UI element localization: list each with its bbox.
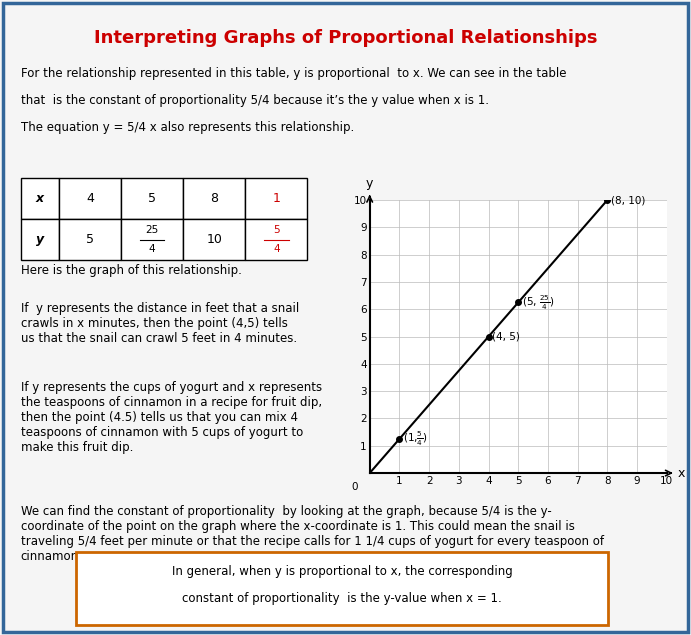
Bar	[21, 219, 59, 260]
Text: The equation y = 5/4 x also represents this relationship.: The equation y = 5/4 x also represents t…	[21, 121, 354, 134]
Text: (1,$\frac{5}{4}$): (1,$\frac{5}{4}$)	[403, 430, 428, 448]
Text: x: x	[36, 192, 44, 205]
Text: Here is the graph of this relationship.: Here is the graph of this relationship.	[21, 264, 242, 276]
Text: Interpreting Graphs of Proportional Relationships: Interpreting Graphs of Proportional Rela…	[94, 29, 597, 46]
Bar	[21, 178, 59, 219]
Text: (4, 5): (4, 5)	[492, 331, 520, 342]
Bar	[59, 178, 121, 219]
Text: x: x	[678, 467, 685, 479]
Text: 25: 25	[145, 225, 159, 235]
Text: In general, when y is proportional to x, the corresponding: In general, when y is proportional to x,…	[171, 565, 513, 578]
Text: (8, 10): (8, 10)	[611, 195, 645, 205]
Bar	[183, 219, 245, 260]
Text: 4: 4	[149, 244, 155, 254]
Text: 8: 8	[210, 192, 218, 205]
Text: 5: 5	[86, 233, 94, 246]
Text: y: y	[36, 233, 44, 246]
Bar	[245, 219, 307, 260]
Text: If y represents the cups of yogurt and x represents
the teaspoons of cinnamon in: If y represents the cups of yogurt and x…	[21, 381, 322, 454]
Text: that  is the constant of proportionality 5/4 because it’s the y value when x is : that is the constant of proportionality …	[21, 94, 489, 107]
Text: 5: 5	[148, 192, 156, 205]
Text: For the relationship represented in this table, y is proportional  to x. We can : For the relationship represented in this…	[21, 67, 566, 79]
FancyBboxPatch shape	[76, 552, 608, 625]
Text: (5, $\frac{25}{4}$): (5, $\frac{25}{4}$)	[522, 293, 555, 312]
Text: 4: 4	[86, 192, 94, 205]
Text: 10: 10	[207, 233, 222, 246]
Text: y: y	[366, 177, 373, 190]
Bar	[183, 178, 245, 219]
Text: 5: 5	[273, 225, 280, 235]
Bar	[121, 178, 183, 219]
Text: constant of proportionality  is the y-value when x = 1.: constant of proportionality is the y-val…	[182, 592, 502, 605]
Text: 4: 4	[273, 244, 280, 254]
Text: We can find the constant of proportionality  by looking at the graph, because 5/: We can find the constant of proportional…	[21, 505, 604, 563]
Text: 1: 1	[272, 192, 281, 205]
Bar	[121, 219, 183, 260]
Bar	[59, 219, 121, 260]
Bar	[245, 178, 307, 219]
Text: 0: 0	[352, 482, 358, 491]
Text: If  y represents the distance in feet that a snail
crawls in x minutes, then the: If y represents the distance in feet tha…	[21, 302, 299, 345]
